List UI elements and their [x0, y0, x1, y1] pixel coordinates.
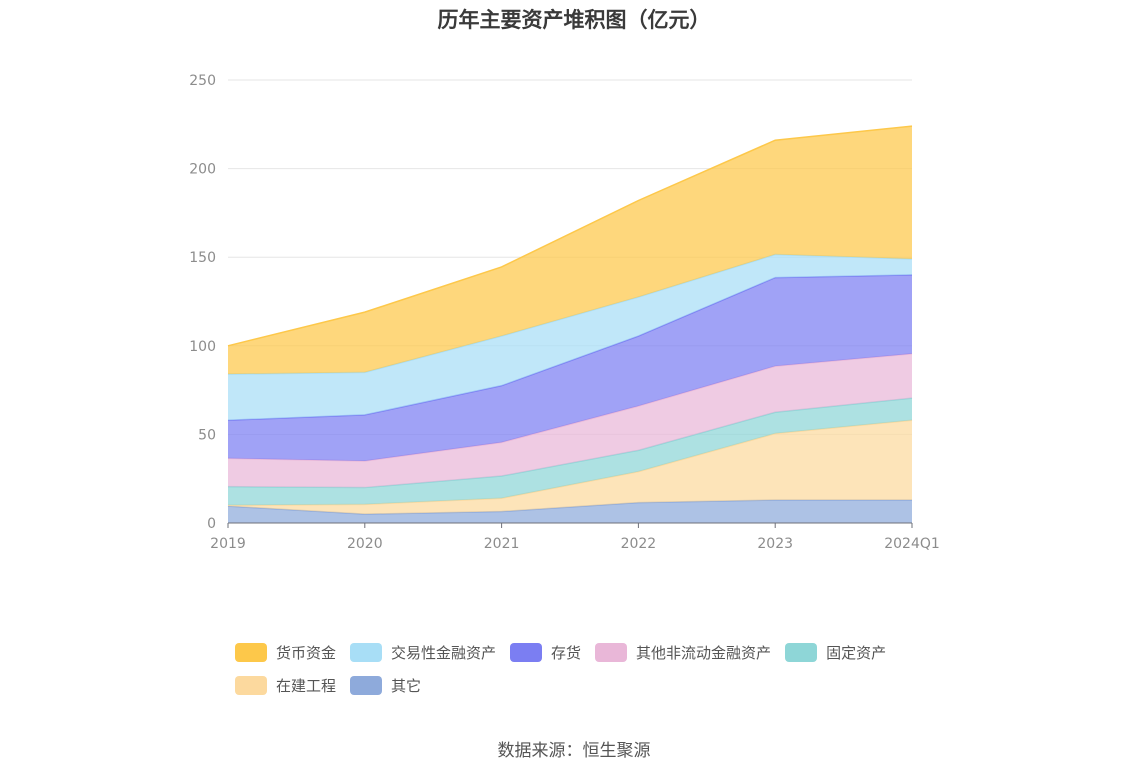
x-tick-label: 2020 [347, 536, 383, 552]
data-source: 数据来源：恒生聚源 [497, 741, 651, 761]
legend-label: 货币资金 [276, 643, 337, 662]
legend-item[interactable]: 其他非流动金融资产 [595, 642, 771, 663]
y-tick-label: 250 [189, 73, 216, 89]
y-tick-label: 0 [207, 516, 216, 532]
legend-swatch [350, 675, 383, 695]
y-tick-label: 100 [189, 339, 216, 355]
legend-swatch [350, 642, 383, 662]
legend-label: 在建工程 [276, 676, 337, 695]
x-tick-label: 2022 [621, 536, 657, 552]
area-其它 [228, 499, 912, 523]
legend-swatch [510, 642, 543, 662]
legend-item[interactable]: 在建工程 [235, 675, 336, 696]
area-line-货币资金 [227, 125, 913, 347]
legend-label: 交易性金融资产 [391, 643, 497, 662]
x-axis [227, 522, 913, 528]
legend-item[interactable]: 交易性金融资产 [350, 642, 496, 663]
legend-swatch [785, 642, 818, 662]
area-固定资产 [228, 398, 912, 506]
legend-swatch [235, 642, 267, 662]
legend-label: 其它 [391, 676, 422, 695]
area-series [227, 125, 913, 523]
chart-title: 历年主要资产堆积图（亿元） [437, 8, 711, 32]
legend-swatch [595, 642, 628, 662]
legend-item[interactable]: 存货 [510, 642, 581, 663]
legend-row: 货币资金 交易性金融资产 存货 其他非流动金融资产 固定资产 [235, 640, 935, 664]
legend: 货币资金 交易性金融资产 存货 其他非流动金融资产 固定资产 在建工程 其它 [235, 640, 935, 706]
y-tick-label: 150 [189, 250, 216, 266]
legend-swatch [235, 675, 267, 695]
y-tick-labels: 0 50 100 150 200 250 [189, 73, 216, 532]
legend-label: 其他非流动金融资产 [636, 643, 772, 662]
legend-item[interactable]: 货币资金 [235, 642, 336, 663]
legend-label: 固定资产 [826, 643, 887, 662]
x-tick-labels: 2019 2020 2021 2022 2023 2024Q1 [210, 536, 940, 552]
area-存货 [228, 274, 912, 461]
y-tick-label: 200 [189, 162, 216, 178]
legend-item[interactable]: 固定资产 [785, 642, 886, 663]
legend-label: 存货 [551, 643, 582, 662]
x-tick-label: 2024Q1 [884, 536, 940, 552]
y-tick-label: 50 [198, 427, 216, 443]
x-tick-label: 2023 [757, 536, 793, 552]
area-交易性金融资产 [228, 254, 912, 421]
legend-row: 在建工程 其它 [235, 673, 935, 697]
x-tick-label: 2019 [210, 536, 246, 552]
area-货币资金 [228, 126, 912, 375]
legend-item[interactable]: 其它 [350, 675, 421, 696]
area-其他非流动金融资产 [228, 353, 912, 488]
x-tick-label: 2021 [484, 536, 520, 552]
